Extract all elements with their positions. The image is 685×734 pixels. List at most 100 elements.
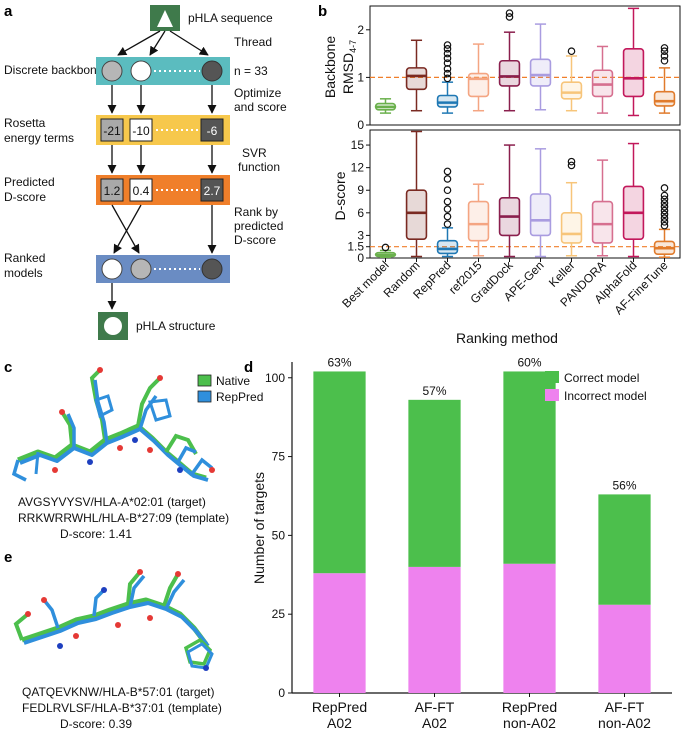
panel-c-label: c: [4, 359, 12, 376]
reppred-legend-label: RepPred: [216, 390, 263, 404]
reppred-sidechain: [93, 379, 109, 444]
reppred-sidechain: [42, 598, 60, 629]
outlier-point: [443, 54, 452, 63]
step-rank: Rank by: [234, 205, 278, 219]
x-tick-label: RepPred: [502, 699, 557, 715]
oxygen-atom: [147, 447, 153, 453]
native-sidechain: [136, 376, 162, 427]
arrow-top-right: [169, 30, 209, 56]
stage-ranked-label-2: models: [4, 266, 43, 280]
bottom-node-label: pHLA structure: [136, 319, 216, 333]
outlier-point: [660, 191, 669, 200]
model-circle: [101, 258, 123, 280]
outlier-point: [443, 205, 452, 213]
bar-segment: [598, 494, 651, 605]
bar-segment: [313, 573, 366, 693]
nitrogen-atom: [177, 467, 183, 473]
box-body: [498, 59, 521, 87]
outlier-point: [443, 59, 452, 67]
incorrect-legend-swatch: [545, 389, 559, 401]
x-tick-label: non-A02: [503, 715, 556, 731]
x-tick-label: A02: [327, 715, 352, 731]
reppred-sidechain: [190, 457, 214, 476]
panel-d: d Number of targets 0 25 50 75 100 63% RepPred…: [244, 355, 672, 731]
outlier-point: [443, 49, 452, 58]
panel-a: a pHLA sequence Thread Discrete backbone…: [4, 3, 287, 340]
y-tick-label: 12: [351, 161, 365, 175]
n-label: n = 33: [234, 64, 268, 78]
arrow-top-left: [117, 30, 161, 56]
box-body: [436, 94, 459, 108]
reppred-sidechain: [34, 451, 40, 475]
dscore-value: 1.2: [104, 184, 121, 198]
x-tick-label: RepPred: [312, 699, 367, 715]
panel-e: e QATQEVKNW/HLA-B*57:01 (target) FE: [4, 549, 222, 731]
y-tick-label: 9: [357, 183, 364, 197]
score-box: [200, 118, 224, 142]
peptide-structure-e: [13, 569, 214, 671]
x-tick-label: A02: [422, 715, 447, 731]
structure-c-target: AVGSYVYSV/HLA-A*02:01 (target): [18, 495, 206, 509]
nitrogen-atom: [87, 459, 93, 465]
outlier-point: [567, 161, 576, 170]
outlier-point: [660, 195, 669, 204]
outlier-point: [660, 47, 669, 56]
step-thread: Thread: [234, 35, 272, 49]
native-sidechain: [126, 570, 142, 605]
nitrogen-atom: [101, 587, 107, 593]
bar-segment: [408, 566, 461, 693]
box-body: [436, 239, 459, 255]
outlier-point: [443, 65, 452, 73]
bar-area: 025507510063%RepPredA0257%AF-FTA0260%Rep…: [265, 355, 672, 731]
peptide-structure-c: [11, 367, 215, 482]
outlier-point: [660, 203, 669, 211]
box-body: [591, 200, 614, 244]
y-tick-label: 50: [272, 528, 286, 542]
oxygen-atom: [147, 615, 153, 621]
outlier-point: [443, 69, 452, 78]
y-tick-label: 0: [357, 251, 364, 265]
reppred-backbone: [19, 427, 209, 482]
energy-value: -21: [103, 124, 121, 138]
x-tick-label: Best model: [339, 258, 391, 310]
oxygen-atom: [209, 467, 215, 473]
panel-c: c Nati: [4, 359, 263, 541]
structure-c-template: RRKWRRWHL/HLA-B*27:09 (template): [18, 511, 229, 525]
outlier-point: [443, 197, 452, 206]
y-tick-label: 3: [357, 228, 364, 242]
oxygen-atom: [175, 571, 181, 577]
dscore-axis-label: D-score: [332, 171, 348, 220]
outlier-point: [505, 9, 514, 17]
x-tick-label: AF-FT: [605, 699, 645, 715]
y-tick-label: 15: [351, 138, 365, 152]
model-circle: [130, 258, 152, 280]
oxygen-atom: [115, 622, 121, 628]
native-sidechain: [164, 433, 198, 455]
box-body: [529, 193, 552, 237]
ring: [94, 394, 114, 419]
targets-ylabel: Number of targets: [251, 472, 267, 584]
reppred-legend-swatch: [197, 390, 212, 403]
stage-dscore-label-2: D-score: [4, 190, 46, 204]
outlier-point: [660, 199, 669, 207]
model-circle: [130, 60, 152, 82]
bar-segment: [503, 563, 556, 693]
structure-e-target: QATQEVKNW/HLA-B*57:01 (target): [22, 685, 215, 699]
triangle-icon: [157, 10, 173, 27]
native-sidechain: [13, 612, 30, 641]
stage-backbones-label: Discrete backbones: [4, 63, 109, 77]
reppred-backbone: [23, 601, 210, 648]
box-panel-frame: [369, 5, 681, 126]
ring: [186, 642, 214, 670]
bar-legend: Correct model Incorrect model: [545, 371, 647, 403]
box-body: [405, 189, 428, 240]
stage-rosetta-label-2: energy terms: [4, 131, 74, 145]
outlier-point: [443, 186, 452, 195]
step-predicted: predicted: [234, 219, 283, 233]
dscore-value: 2.7: [204, 184, 221, 198]
y-tick-label: 0: [357, 118, 364, 132]
bar-segment: [408, 399, 461, 567]
score-box: [129, 118, 153, 142]
structure-e-template: FEDLRVLSF/HLA-B*37:01 (template): [22, 701, 222, 715]
